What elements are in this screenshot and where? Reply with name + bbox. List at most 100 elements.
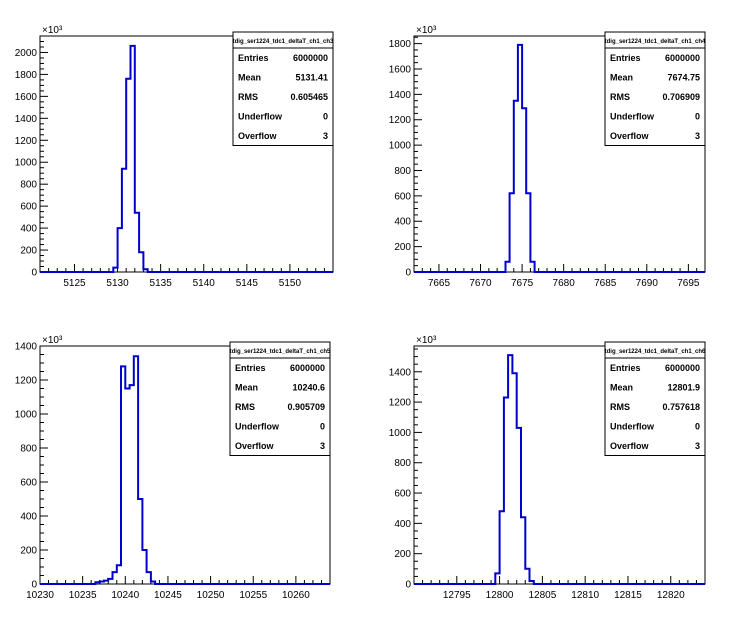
- stats-box-frame: [229, 341, 331, 456]
- y-tick-label: 200: [394, 549, 411, 560]
- stats-key-overflow: Overflow: [238, 131, 278, 141]
- stats-value-entries: 6000000: [290, 363, 325, 373]
- y-tick-label: 1000: [389, 428, 412, 439]
- stats-box: tdig_ser1224_tdc1_deltaT_ch1_ch6 Entries 6…: [604, 341, 706, 456]
- histogram-title: tdig_ser1224_tdc1_deltaT_ch1_ch5: [230, 349, 331, 355]
- stats-value-entries: 6000000: [293, 53, 328, 63]
- y-tick-label: 800: [394, 458, 411, 469]
- x-tick-label: 7675: [511, 278, 534, 289]
- x-tick-label: 7690: [636, 278, 659, 289]
- x-tick-label: 12795: [443, 590, 471, 601]
- stats-value-overflow: 3: [695, 131, 700, 141]
- x-tick-label: 5135: [150, 278, 173, 289]
- y-tick-label: 400: [394, 217, 411, 228]
- x-tick-label: 7680: [553, 278, 576, 289]
- stats-key-underflow: Underflow: [610, 112, 655, 122]
- histogram-title: tdig_ser1224_tdc1_deltaT_ch1_ch4: [605, 39, 706, 45]
- stats-key-underflow: Underflow: [235, 422, 280, 432]
- y-tick-label: 400: [394, 519, 411, 530]
- y-tick-label: 600: [20, 478, 37, 489]
- y-tick-label: 800: [20, 444, 37, 455]
- stats-key-rms: RMS: [610, 92, 630, 102]
- stats-key-mean: Mean: [610, 73, 633, 83]
- x-tick-label: 10250: [197, 590, 225, 601]
- stats-box-frame: [232, 31, 334, 146]
- stats-box-frame: [604, 341, 706, 456]
- histogram-pad-1: 5125 5130 5135 5140 5145 5150 0 200 400 600 800 100…: [15, 25, 334, 289]
- y-tick-label: 200: [20, 246, 37, 257]
- stats-value-rms: 0.905709: [287, 402, 325, 412]
- stats-box: tdig_ser1224_tdc1_deltaT_ch1_ch5 Entries 6…: [229, 341, 331, 456]
- y-tick-label: 0: [405, 580, 411, 591]
- x-tick-label: 7665: [428, 278, 451, 289]
- y-tick-label: 200: [394, 242, 411, 253]
- stats-key-overflow: Overflow: [610, 441, 650, 451]
- y-tick-label: 800: [394, 166, 411, 177]
- y-tick-label: 600: [394, 489, 411, 500]
- x-tick-label: 10245: [154, 590, 182, 601]
- stats-key-underflow: Underflow: [238, 112, 283, 122]
- y-tick-label: 0: [31, 268, 37, 279]
- y-tick-label: 1400: [15, 114, 38, 125]
- stats-key-underflow: Underflow: [610, 422, 655, 432]
- x-tick-label: 10230: [26, 590, 54, 601]
- histogram-pad-2: 7665 7670 7675 7680 7685 7690 7695 0 200 400 600 80…: [389, 25, 706, 289]
- y-tick-label: 1600: [15, 92, 38, 103]
- stats-value-rms: 0.605465: [290, 92, 328, 102]
- y-tick-label: 0: [405, 268, 411, 279]
- y-tick-label: 400: [20, 224, 37, 235]
- y-tick-label: 2000: [15, 48, 38, 59]
- stats-value-overflow: 3: [323, 131, 328, 141]
- y-exponent-label: ×10³: [416, 335, 437, 346]
- stats-key-entries: Entries: [610, 363, 641, 373]
- y-tick-label: 1000: [389, 141, 412, 152]
- histogram-line: [414, 354, 705, 585]
- stats-key-overflow: Overflow: [610, 131, 650, 141]
- stats-value-rms: 0.757618: [662, 402, 700, 412]
- stats-value-underflow: 0: [695, 422, 700, 432]
- x-tick-label: 10240: [111, 590, 139, 601]
- stats-value-rms: 0.706909: [662, 92, 700, 102]
- histogram-title: tdig_ser1224_tdc1_deltaT_ch1_ch6: [605, 349, 706, 355]
- stats-value-underflow: 0: [695, 112, 700, 122]
- stats-key-mean: Mean: [235, 383, 258, 393]
- y-tick-label: 1200: [389, 398, 412, 409]
- y-tick-label: 1000: [15, 410, 38, 421]
- stats-value-mean: 5131.41: [295, 73, 328, 83]
- stats-box-frame: [604, 31, 706, 146]
- stats-value-mean: 7674.75: [667, 73, 700, 83]
- x-tick-label: 12815: [614, 590, 642, 601]
- y-tick-label: 1600: [389, 64, 412, 75]
- histogram-bin: [130, 385, 134, 584]
- y-exponent-label: ×10³: [416, 25, 437, 36]
- stats-value-underflow: 0: [323, 112, 328, 122]
- stats-key-mean: Mean: [238, 73, 261, 83]
- stats-value-entries: 6000000: [665, 53, 700, 63]
- stats-key-overflow: Overflow: [235, 441, 275, 451]
- stats-value-entries: 6000000: [665, 363, 700, 373]
- x-tick-label: 12800: [486, 590, 514, 601]
- stats-key-rms: RMS: [610, 402, 630, 412]
- y-exponent-label: ×10³: [42, 25, 63, 36]
- y-tick-label: 1800: [15, 70, 38, 81]
- stats-value-overflow: 3: [695, 441, 700, 451]
- stats-value-mean: 10240.6: [292, 383, 325, 393]
- histogram-line: [414, 43, 705, 273]
- y-tick-label: 1200: [389, 115, 412, 126]
- x-tick-label: 5130: [106, 278, 129, 289]
- y-tick-label: 1000: [15, 158, 38, 169]
- y-tick-label: 1400: [389, 367, 412, 378]
- x-tick-label: 12805: [528, 590, 556, 601]
- y-tick-label: 1200: [15, 376, 38, 387]
- stats-key-mean: Mean: [610, 383, 633, 393]
- x-tick-label: 7695: [677, 278, 700, 289]
- x-tick-label: 10235: [69, 590, 97, 601]
- y-tick-label: 600: [20, 202, 37, 213]
- stats-box: tdig_ser1224_tdc1_deltaT_ch1_ch3 Entries 6…: [232, 31, 334, 146]
- x-tick-label: 5145: [236, 278, 259, 289]
- x-tick-label: 10260: [282, 590, 310, 601]
- stats-key-entries: Entries: [610, 53, 641, 63]
- x-tick-label: 7670: [469, 278, 492, 289]
- stats-key-entries: Entries: [238, 53, 269, 63]
